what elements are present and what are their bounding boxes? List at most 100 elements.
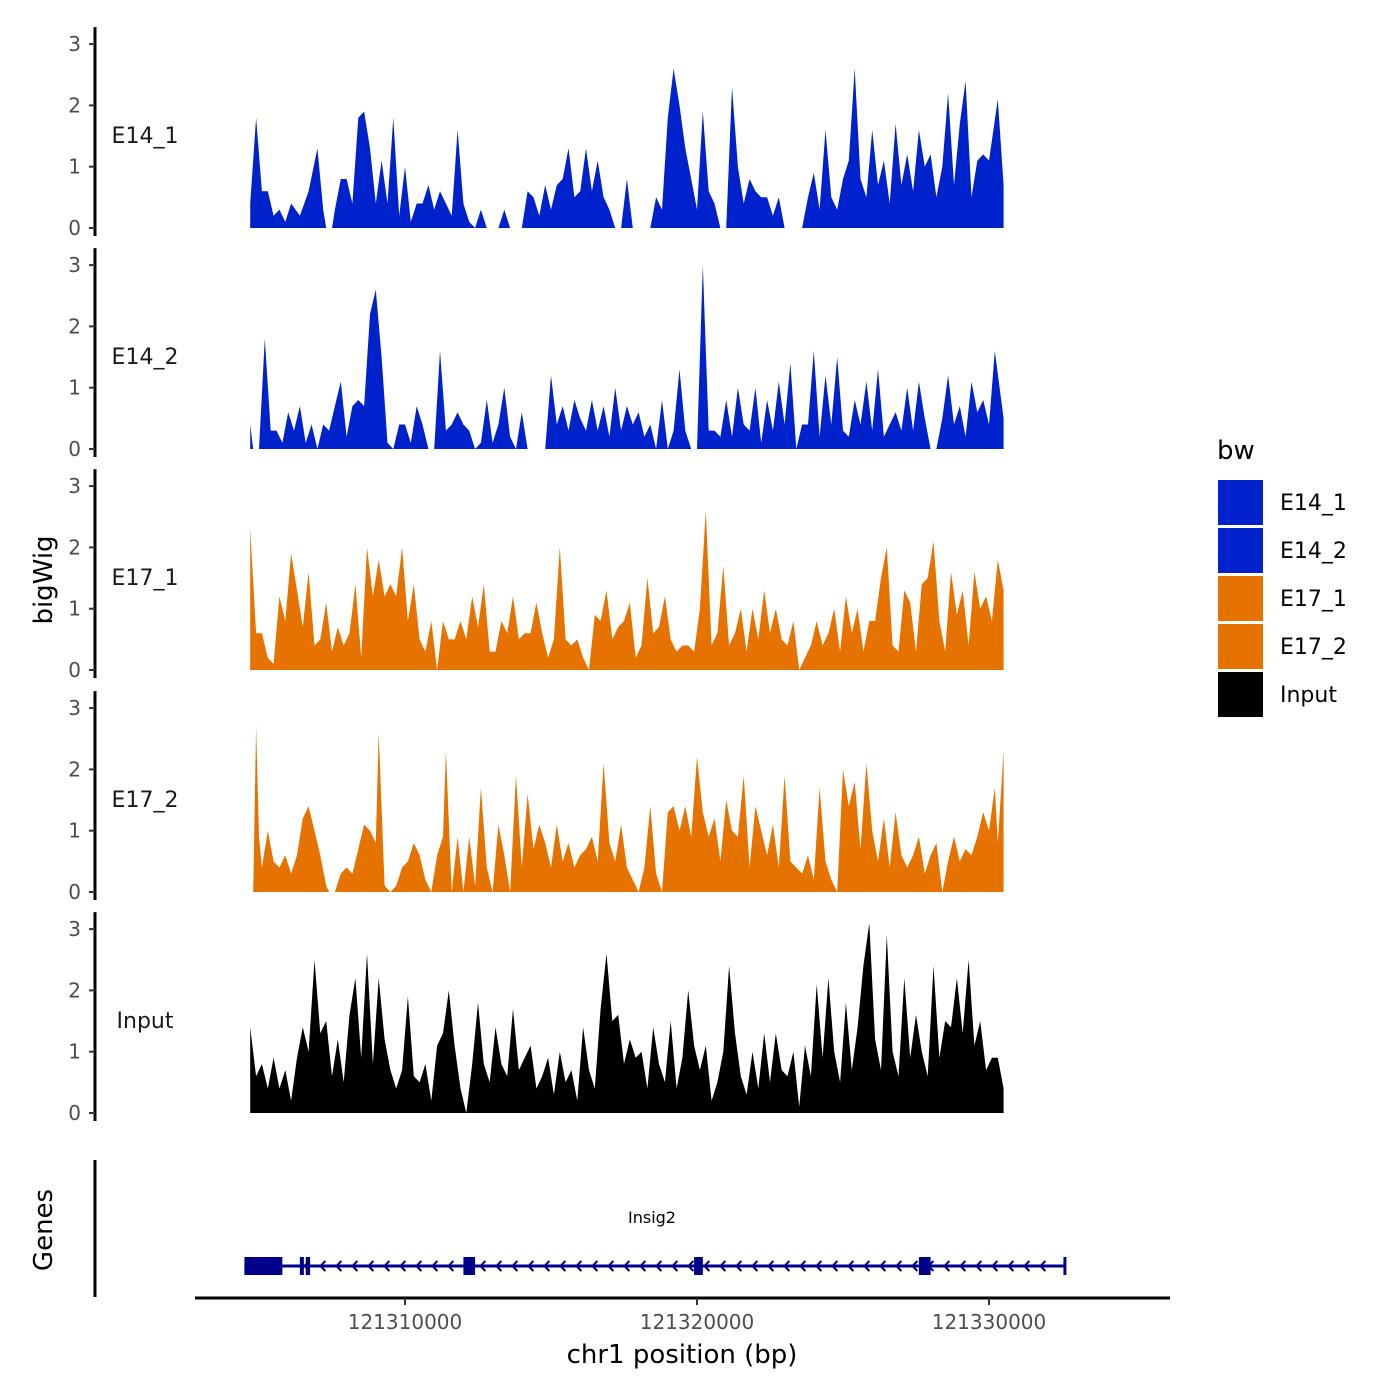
strand-arrow	[702, 1260, 711, 1272]
y-tick-label: 3	[68, 253, 81, 277]
coverage-area	[250, 265, 1004, 449]
gene-exon	[694, 1257, 703, 1275]
y-tick-label: 0	[68, 437, 81, 461]
track-label: Input	[117, 1009, 174, 1034]
strand-arrow	[750, 1260, 759, 1272]
strand-arrow	[942, 1260, 951, 1272]
strand-arrow	[814, 1260, 823, 1272]
coverage-area	[250, 923, 1004, 1113]
y-tick-label: 0	[68, 216, 81, 240]
strand-arrow	[958, 1260, 967, 1272]
y-tick-label: 2	[68, 978, 81, 1002]
legend-entry-label: E17_2	[1280, 635, 1347, 660]
strand-arrow	[718, 1260, 727, 1272]
strand-arrow	[526, 1260, 535, 1272]
legend-swatch	[1218, 672, 1263, 717]
strand-arrow	[558, 1260, 567, 1272]
legend-entry-label: E14_1	[1280, 491, 1347, 516]
genes-axis-title: Genes	[29, 1189, 59, 1271]
legend-swatch	[1218, 528, 1263, 573]
gene-panel: Insig2	[93, 1160, 1067, 1297]
strand-arrow	[894, 1260, 903, 1272]
legend-entry-label: Input	[1280, 683, 1337, 708]
track-label: E14_1	[112, 124, 179, 149]
track-e17-2: 0 1 2 3 E17_2	[68, 691, 1004, 904]
x-tick-label: 121330000	[932, 1310, 1047, 1334]
y-tick-label: 3	[68, 696, 81, 720]
strand-arrow	[654, 1260, 663, 1272]
strand-arrow	[862, 1260, 871, 1272]
strand-arrow	[974, 1260, 983, 1272]
coverage-area	[250, 68, 1004, 228]
coverage-area	[253, 726, 1004, 892]
gene-exon	[305, 1257, 311, 1275]
strand-arrow	[734, 1260, 743, 1272]
track-label: E14_2	[112, 345, 179, 370]
strand-arrow	[638, 1260, 647, 1272]
strand-arrow	[414, 1260, 423, 1272]
track-input: 0 1 2 3 Input	[68, 912, 1004, 1125]
x-axis-title: chr1 position (bp)	[567, 1340, 798, 1370]
track-e14-1: 0 1 2 3 E14_1	[68, 27, 1004, 240]
y-tick-label: 2	[68, 314, 81, 338]
y-tick-label: 2	[68, 535, 81, 559]
strand-arrow	[878, 1260, 887, 1272]
strand-arrow	[766, 1260, 775, 1272]
track-label: E17_2	[112, 788, 179, 813]
strand-arrow	[574, 1260, 583, 1272]
legend-swatch	[1218, 480, 1263, 525]
y-tick-label: 1	[68, 1040, 81, 1064]
y-tick-label: 0	[68, 1101, 81, 1125]
strand-arrow	[686, 1260, 695, 1272]
gene-exon	[299, 1257, 304, 1275]
strand-arrow	[782, 1260, 791, 1272]
strand-arrow	[398, 1260, 407, 1272]
y-tick-label: 2	[68, 93, 81, 117]
strand-arrow	[830, 1260, 839, 1272]
legend-title: bw	[1217, 436, 1255, 466]
strand-arrow	[1038, 1260, 1047, 1272]
legend: bw E14_1 E14_2 E17_1 E17_2 Input	[1217, 436, 1347, 717]
strand-arrow	[382, 1260, 391, 1272]
strand-arrow	[798, 1260, 807, 1272]
strand-arrow	[334, 1260, 343, 1272]
y-tick-label: 1	[68, 376, 81, 400]
strand-arrow	[446, 1260, 455, 1272]
strand-arrow	[622, 1260, 631, 1272]
y-tick-label: 3	[68, 474, 81, 498]
x-tick-label: 121310000	[348, 1310, 463, 1334]
tracks-layer: 0 1 2 3 E14_1 0 1 2 3 E14_2 0 1 2 3 E17_1 0 1 2 3 E17_2 0 1 2 3…	[68, 27, 1004, 1125]
y-tick-label: 1	[68, 819, 81, 843]
x-tick-label: 121320000	[640, 1310, 755, 1334]
track-e14-2: 0 1 2 3 E14_2	[68, 248, 1004, 461]
y-tick-label: 3	[68, 32, 81, 56]
gene-exon	[463, 1257, 476, 1275]
strand-arrow	[606, 1260, 615, 1272]
strand-arrow	[318, 1260, 327, 1272]
strand-arrow	[494, 1260, 503, 1272]
strand-arrow	[366, 1260, 375, 1272]
strand-arrow	[670, 1260, 679, 1272]
strand-arrow	[990, 1260, 999, 1272]
strand-arrow	[1006, 1260, 1015, 1272]
y-tick-label: 0	[68, 880, 81, 904]
strand-arrow	[1022, 1260, 1031, 1272]
gene-name-label: Insig2	[628, 1208, 676, 1227]
y-tick-label: 0	[68, 658, 81, 682]
strand-arrow	[542, 1260, 551, 1272]
legend-swatch	[1218, 624, 1263, 669]
legend-entry-label: E17_1	[1280, 587, 1347, 612]
coverage-area	[250, 510, 1004, 670]
gene-exon	[244, 1257, 283, 1275]
x-axis: 121310000 121320000 121330000	[195, 1296, 1170, 1334]
strand-arrow	[510, 1260, 519, 1272]
y-tick-label: 3	[68, 917, 81, 941]
track-e17-1: 0 1 2 3 E17_1	[68, 469, 1004, 682]
strand-arrow	[846, 1260, 855, 1272]
y-tick-label: 1	[68, 155, 81, 179]
legend-swatch	[1218, 576, 1263, 621]
legend-entry-label: E14_2	[1280, 539, 1347, 564]
strand-arrow	[478, 1260, 487, 1272]
gene-exon	[918, 1257, 931, 1275]
